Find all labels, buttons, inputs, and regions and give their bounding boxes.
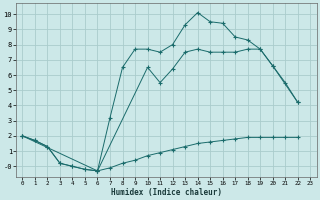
X-axis label: Humidex (Indice chaleur): Humidex (Indice chaleur) [111,188,222,197]
